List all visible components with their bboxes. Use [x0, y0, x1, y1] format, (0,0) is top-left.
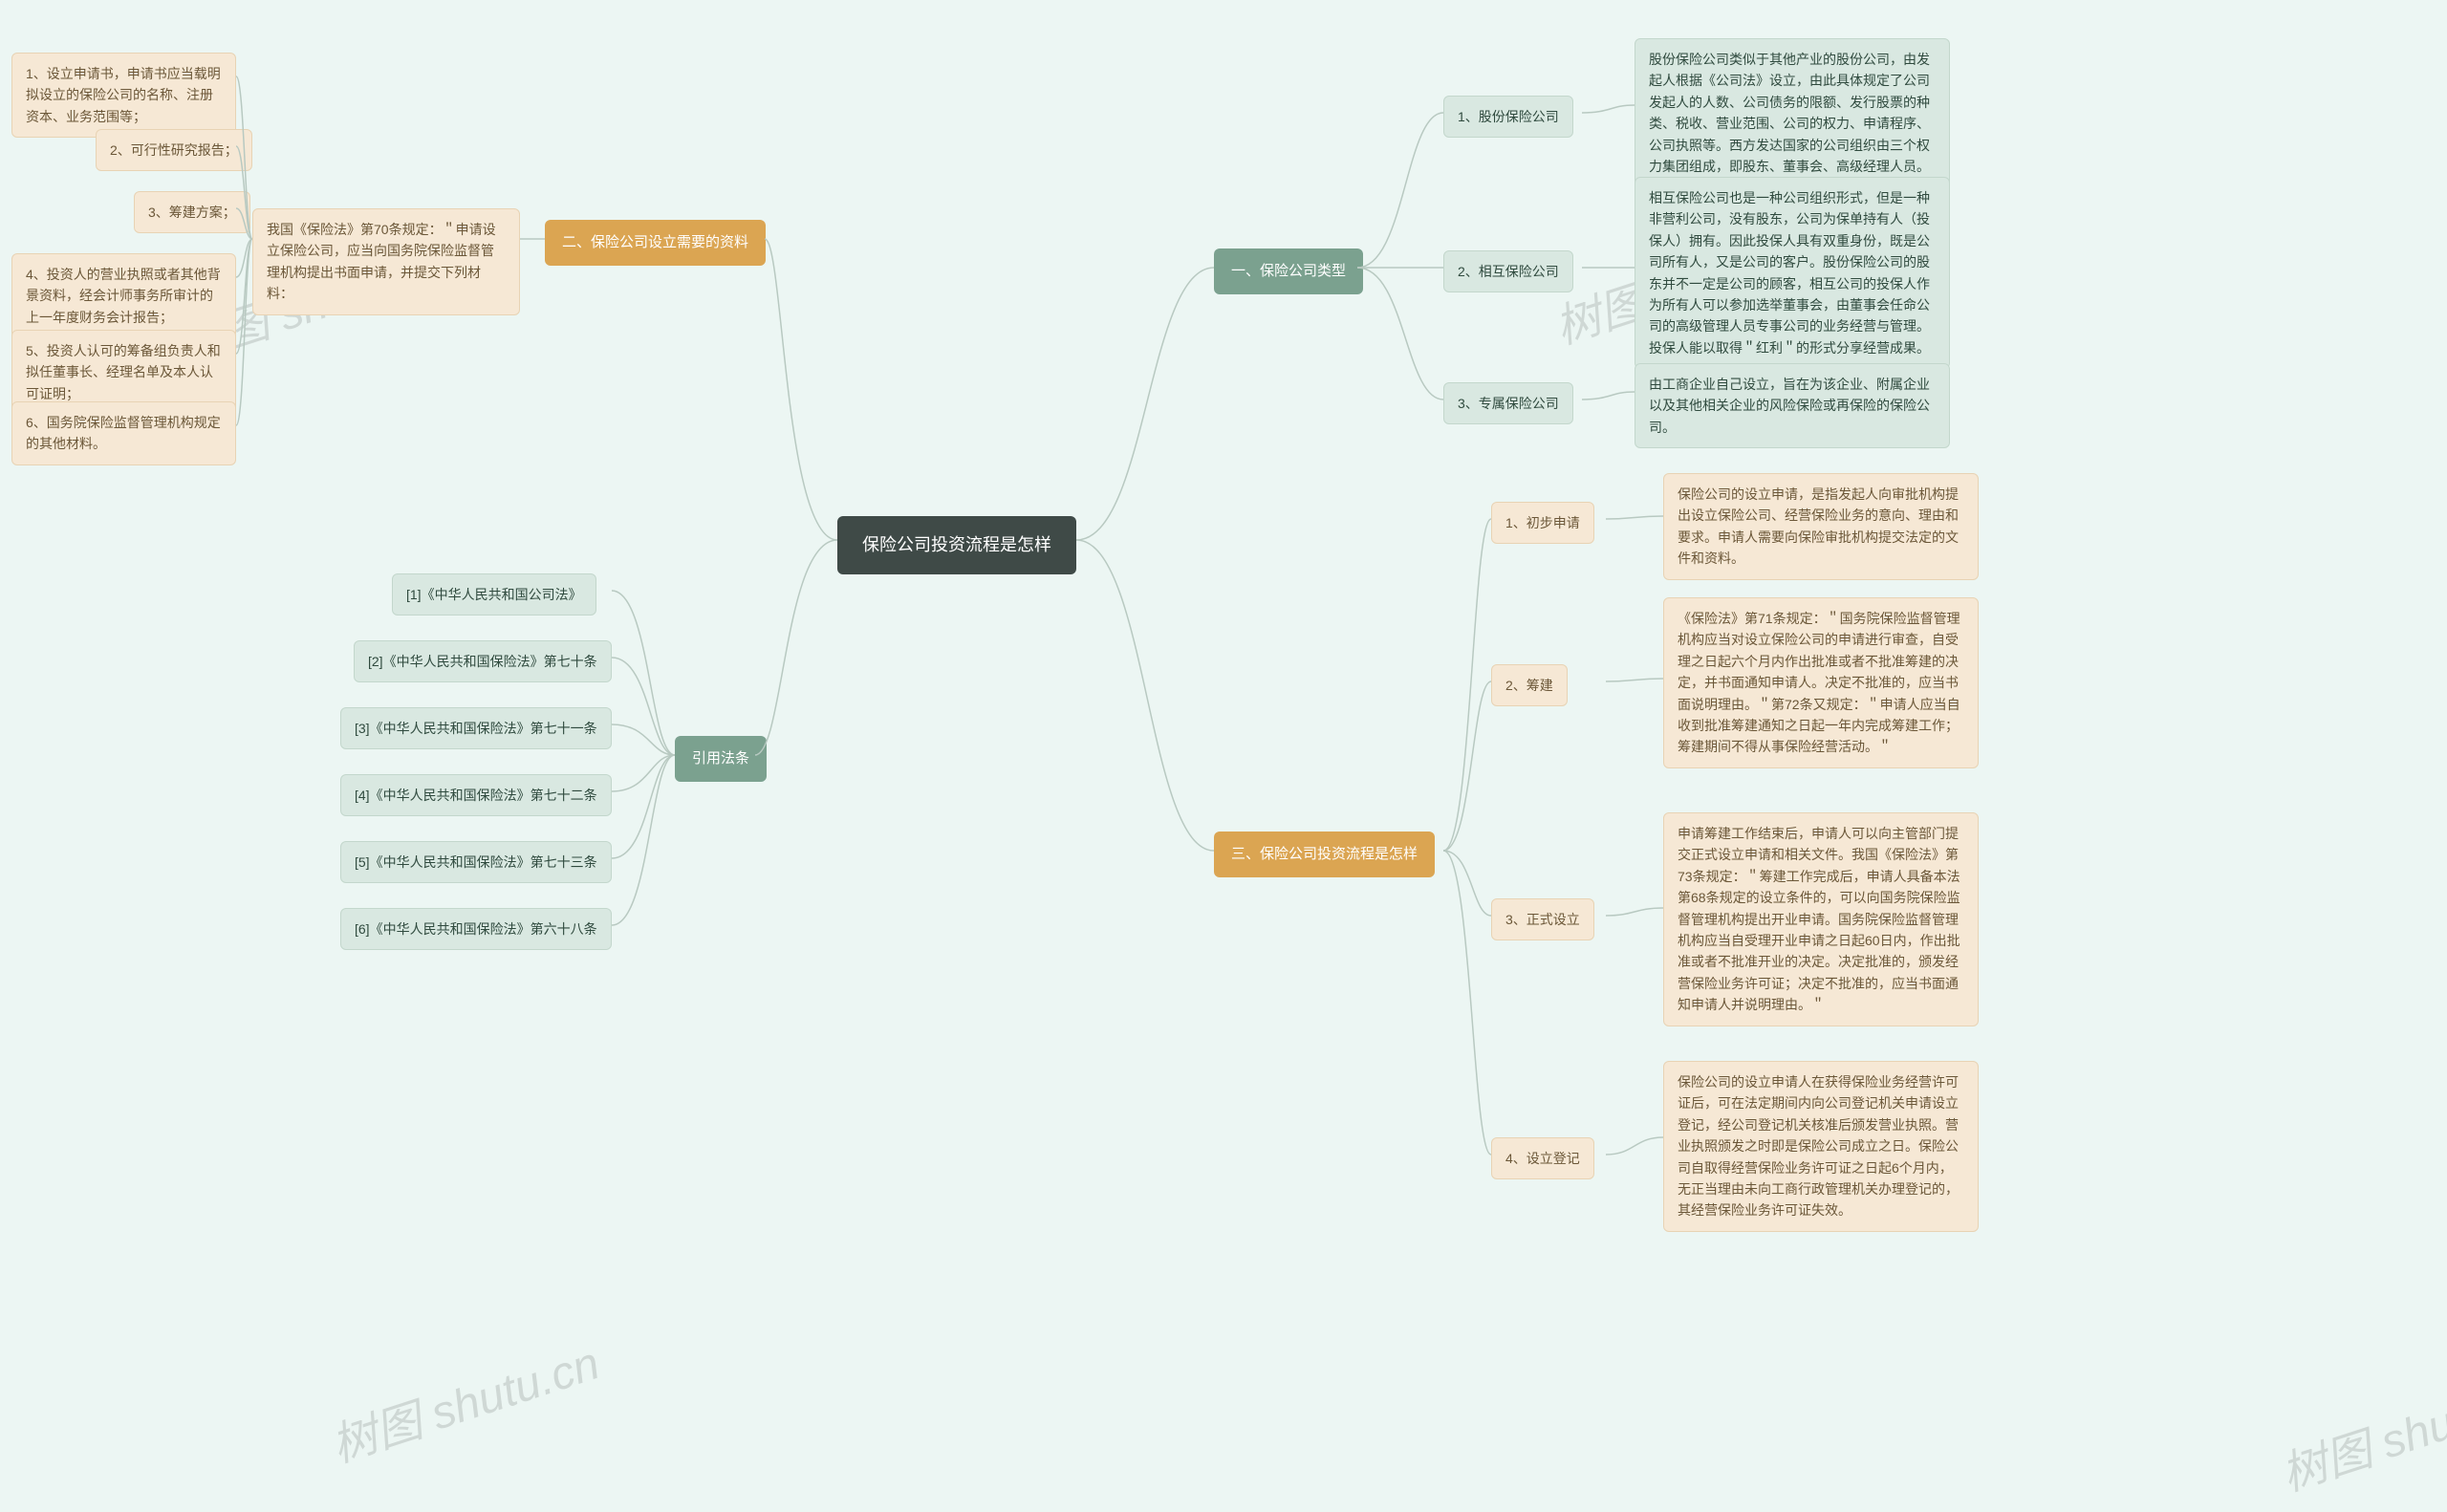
branch4[interactable]: 引用法条: [675, 736, 767, 782]
branch2[interactable]: 二、保险公司设立需要的资料: [545, 220, 766, 266]
branch1-item1[interactable]: 1、股份保险公司: [1443, 96, 1573, 138]
branch2-item4[interactable]: 4、投资人的营业执照或者其他背景资料，经会计师事务所审计的上一年度财务会计报告；: [11, 253, 236, 338]
branch1-item3[interactable]: 3、专属保险公司: [1443, 382, 1573, 424]
branch3-item3-desc: 申请筹建工作结束后，申请人可以向主管部门提交正式设立申请和相关文件。我国《保险法…: [1663, 812, 1979, 1026]
branch2-item3[interactable]: 3、筹建方案；: [134, 191, 250, 233]
branch2-item1[interactable]: 1、设立申请书，申请书应当载明拟设立的保险公司的名称、注册资本、业务范围等；: [11, 53, 236, 138]
branch3-item1-desc: 保险公司的设立申请，是指发起人向审批机构提出设立保险公司、经营保险业务的意向、理…: [1663, 473, 1979, 580]
branch3-item4[interactable]: 4、设立登记: [1491, 1137, 1594, 1179]
branch1-item2[interactable]: 2、相互保险公司: [1443, 250, 1573, 292]
branch2-item6[interactable]: 6、国务院保险监督管理机构规定的其他材料。: [11, 401, 236, 465]
branch4-item1[interactable]: [1]《中华人民共和国公司法》: [392, 573, 596, 616]
watermark: 树图 shutu.cn: [2271, 1354, 2447, 1503]
branch4-item6[interactable]: [6]《中华人民共和国保险法》第六十八条: [340, 908, 612, 950]
branch4-item2[interactable]: [2]《中华人民共和国保险法》第七十条: [354, 640, 612, 682]
branch2-intro: 我国《保险法》第70条规定：＂申请设立保险公司，应当向国务院保险监督管理机构提出…: [252, 208, 520, 315]
branch3-item2-desc: 《保险法》第71条规定：＂国务院保险监督管理机构应当对设立保险公司的申请进行审查…: [1663, 597, 1979, 768]
branch3[interactable]: 三、保险公司投资流程是怎样: [1214, 832, 1435, 877]
branch4-item3[interactable]: [3]《中华人民共和国保险法》第七十一条: [340, 707, 612, 749]
branch4-item5[interactable]: [5]《中华人民共和国保险法》第七十三条: [340, 841, 612, 883]
branch1-item2-desc: 相互保险公司也是一种公司组织形式，但是一种非营利公司，没有股东，公司为保单持有人…: [1635, 177, 1950, 369]
branch3-item3[interactable]: 3、正式设立: [1491, 898, 1594, 940]
branch3-item4-desc: 保险公司的设立申请人在获得保险业务经营许可证后，可在法定期间内向公司登记机关申请…: [1663, 1061, 1979, 1232]
branch1[interactable]: 一、保险公司类型: [1214, 248, 1363, 294]
branch3-item2[interactable]: 2、筹建: [1491, 664, 1568, 706]
watermark: 树图 shutu.cn: [321, 1326, 606, 1475]
branch1-item1-desc: 股份保险公司类似于其他产业的股份公司，由发起人根据《公司法》设立，由此具体规定了…: [1635, 38, 1950, 187]
branch1-item3-desc: 由工商企业自己设立，旨在为该企业、附属企业以及其他相关企业的风险保险或再保险的保…: [1635, 363, 1950, 448]
root-node[interactable]: 保险公司投资流程是怎样: [837, 516, 1076, 574]
branch4-item4[interactable]: [4]《中华人民共和国保险法》第七十二条: [340, 774, 612, 816]
branch3-item1[interactable]: 1、初步申请: [1491, 502, 1594, 544]
branch2-item2[interactable]: 2、可行性研究报告；: [96, 129, 252, 171]
